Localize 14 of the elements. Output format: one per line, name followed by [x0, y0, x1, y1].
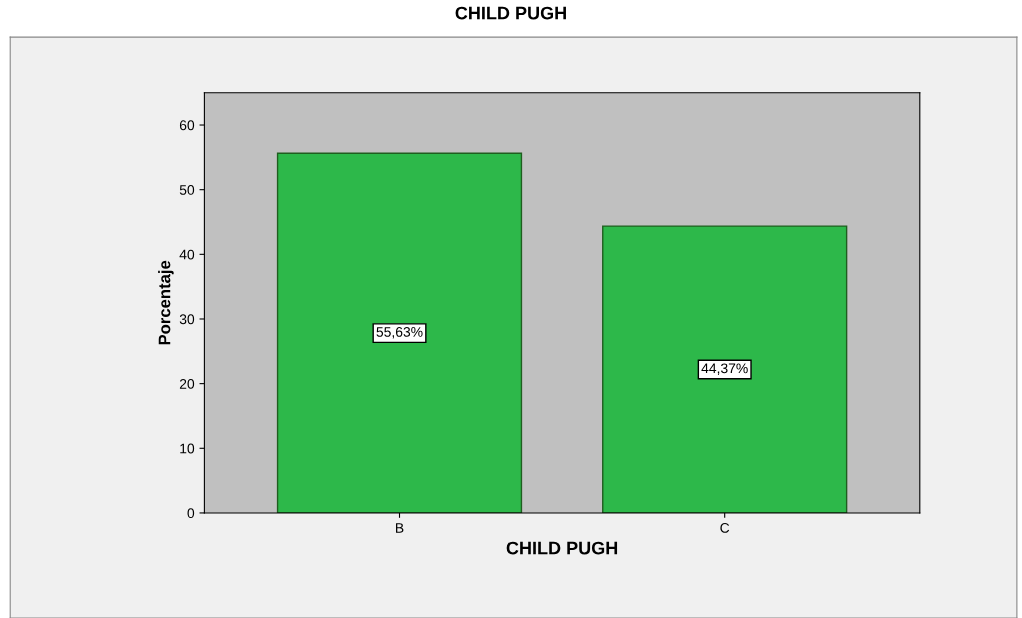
y-tick-label: 20 — [179, 378, 195, 389]
x-axis-title: CHILD PUGH — [506, 541, 618, 555]
y-tick-label: 30 — [179, 314, 195, 325]
x-tick-label: B — [396, 523, 404, 533]
y-tick-label: 0 — [187, 508, 195, 519]
data-label: 55,63% — [376, 327, 423, 339]
chart-title: CHILD PUGH — [455, 6, 566, 20]
y-tick-label: 50 — [179, 185, 195, 195]
y-tick-label: 10 — [180, 443, 195, 454]
y-axis-title: Porcentaje — [158, 260, 174, 345]
data-label: 44,37% — [701, 363, 748, 375]
y-tick-label: 60 — [179, 120, 195, 131]
y-tick-label: 40 — [179, 249, 195, 260]
x-tick-label: C — [720, 523, 730, 533]
